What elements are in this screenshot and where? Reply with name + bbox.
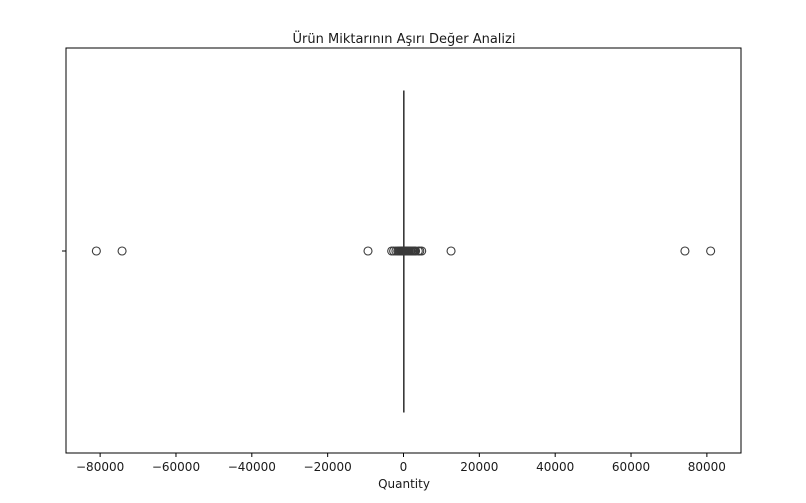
outlier-point bbox=[706, 246, 716, 256]
x-tick-label: −40000 bbox=[228, 460, 276, 474]
x-tick-label: 0 bbox=[400, 460, 408, 474]
chart-title: Ürün Miktarının Aşırı Değer Analizi bbox=[293, 30, 516, 47]
boxplot-marks bbox=[91, 90, 716, 413]
outlier-point bbox=[411, 246, 421, 256]
outlier-point bbox=[117, 246, 127, 256]
outlier-point bbox=[680, 246, 690, 256]
x-tick-label: 80000 bbox=[688, 460, 726, 474]
x-tick-label: 40000 bbox=[536, 460, 574, 474]
outlier-point bbox=[446, 246, 456, 256]
outlier-point bbox=[363, 246, 373, 256]
outlier-point bbox=[417, 246, 427, 256]
x-tick-label: −60000 bbox=[152, 460, 200, 474]
x-tick-label: −20000 bbox=[304, 460, 352, 474]
x-tick-label: 20000 bbox=[460, 460, 498, 474]
x-tick-label: 60000 bbox=[612, 460, 650, 474]
x-axis-label: Quantity bbox=[378, 477, 430, 491]
x-tick-label: −80000 bbox=[76, 460, 124, 474]
outlier-point bbox=[91, 246, 101, 256]
x-axis: −80000 −60000 −40000 −20000 0 20000 40000 60000… bbox=[76, 453, 726, 474]
